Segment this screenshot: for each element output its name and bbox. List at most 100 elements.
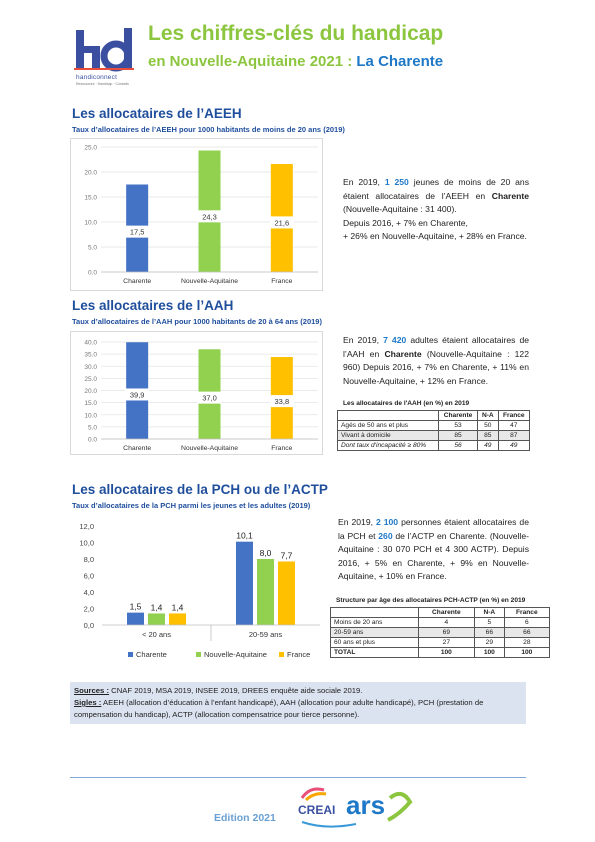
bar bbox=[236, 541, 253, 625]
data-label: 37,0 bbox=[202, 394, 217, 403]
table-cell: 5 bbox=[474, 617, 505, 628]
data-label-bg bbox=[197, 391, 222, 404]
y-tick-label: 15.0 bbox=[84, 400, 97, 407]
data-label-bg bbox=[269, 395, 294, 408]
data-label-bg bbox=[269, 216, 294, 229]
table-header-cell: France bbox=[503, 607, 551, 618]
x-tick-label: 20-59 ans bbox=[249, 630, 283, 639]
table-row: 20-59 ans 69 66 66 bbox=[330, 627, 551, 638]
y-tick-label: 15.0 bbox=[84, 195, 97, 202]
legend-label: Nouvelle-Aquitaine bbox=[204, 650, 267, 659]
table-cell: 49 bbox=[497, 440, 531, 451]
table-cell: 100 bbox=[417, 647, 476, 658]
data-label: 10,1 bbox=[236, 531, 253, 541]
y-tick-label: 0,0 bbox=[84, 621, 94, 630]
y-tick-label: 20.0 bbox=[84, 170, 97, 177]
table-row: TOTAL 100 100 100 bbox=[330, 647, 551, 658]
data-label: 24,3 bbox=[202, 212, 217, 221]
aah-chart: 0.0 5.0 10.0 15.0 20.0 25.0 30.0 35.0 40.0 39,9 Ch… bbox=[70, 331, 323, 455]
aah-section-title: Les allocataires de l’AAH bbox=[72, 298, 234, 313]
data-label: 8,0 bbox=[260, 548, 272, 558]
table-cell: 20-59 ans bbox=[330, 627, 419, 638]
table-header-cell: N-A bbox=[474, 607, 505, 618]
department-name: La Charente bbox=[356, 53, 444, 70]
pch-chart: 0,0 2,0 4,0 6,0 8,0 10,0 12,0 1,5 1,4 1,4 < 20 ans… bbox=[70, 516, 325, 666]
aeeh-chart: 0.0 5.0 10.0 15.0 20.0 25.0 17,5 Charente 24,3 No… bbox=[70, 138, 323, 291]
table-cell: Moins de 20 ans bbox=[330, 617, 419, 628]
pch-paragraph: En 2019, 2 100 personnes étaient allocat… bbox=[338, 517, 529, 581]
table-row: Dont taux d'incapacité ≥ 80% 56 49 49 bbox=[336, 440, 531, 451]
y-tick-label: 10,0 bbox=[79, 539, 94, 548]
table-cell: 4 bbox=[417, 617, 476, 628]
logo-subtext: Ressources · Handicap · Conseils bbox=[76, 82, 129, 86]
table-header-cell: Charente bbox=[417, 607, 476, 618]
data-label-bg bbox=[125, 225, 150, 238]
page-title: Les chiffres-clés du handicap bbox=[148, 22, 444, 45]
table-cell: 50 bbox=[477, 420, 499, 431]
table-row: Agés de 50 ans et plus 53 50 47 bbox=[336, 420, 531, 431]
y-tick-label: 40.0 bbox=[84, 340, 97, 347]
y-tick-label: 12,0 bbox=[79, 522, 94, 531]
table-cell: 66 bbox=[474, 627, 505, 638]
table-cell: 49 bbox=[477, 440, 499, 451]
edition-label: Edition 2021 bbox=[214, 812, 276, 824]
y-tick-label: 25.0 bbox=[84, 376, 97, 383]
legend-swatch bbox=[196, 652, 201, 657]
aah-paragraph: En 2019, 7 420 adultes étaient allocatai… bbox=[343, 335, 529, 386]
table-cell: 47 bbox=[497, 420, 531, 431]
y-tick-label: 20.0 bbox=[84, 388, 97, 395]
data-label: 1,4 bbox=[172, 602, 184, 612]
logo-text: handiconnect bbox=[76, 74, 118, 81]
table-cell: 100 bbox=[474, 647, 505, 658]
table-header-cell bbox=[336, 410, 440, 421]
legend-swatch bbox=[128, 652, 133, 657]
data-label: 21,6 bbox=[275, 218, 290, 227]
data-label: 39,9 bbox=[130, 390, 145, 399]
y-tick-label: 10.0 bbox=[84, 412, 97, 419]
legend-label: France bbox=[287, 650, 310, 659]
table-row: Vivant à domicile 85 85 87 bbox=[336, 430, 531, 441]
table-cell: 100 bbox=[503, 647, 551, 658]
table-header-cell: Charente bbox=[438, 410, 479, 421]
x-tick-label: Nouvelle-Aquitaine bbox=[181, 278, 238, 285]
bar bbox=[278, 561, 295, 625]
pch-chart-subtitle: Taux d’allocataires de la PCH parmi les … bbox=[72, 501, 311, 510]
table-cell: 66 bbox=[503, 627, 551, 638]
aah-table-title: Les allocataires de l'AAH (en %) en 2019 bbox=[343, 400, 470, 407]
creai-ars-logo: CREAI ars bbox=[298, 787, 413, 828]
table-cell: 6 bbox=[503, 617, 551, 628]
table-cell: 56 bbox=[438, 440, 479, 451]
y-tick-label: 25.0 bbox=[84, 145, 97, 152]
table-cell: TOTAL bbox=[330, 647, 419, 658]
sources-box: Sources : CNAF 2019, MSA 2019, INSEE 201… bbox=[70, 682, 526, 724]
y-tick-label: 0.0 bbox=[88, 270, 97, 277]
table-cell: 85 bbox=[438, 430, 479, 441]
y-tick-label: 0.0 bbox=[88, 437, 97, 444]
y-tick-label: 8,0 bbox=[84, 555, 94, 564]
svg-text:CREAI: CREAI bbox=[298, 803, 335, 817]
table-cell: Dont taux d'incapacité ≥ 80% bbox=[336, 440, 440, 451]
aeeh-chart-subtitle: Taux d’allocataires de l’AEEH pour 1000 … bbox=[72, 125, 345, 134]
legend-swatch bbox=[279, 652, 284, 657]
bar bbox=[169, 613, 186, 625]
data-label: 7,7 bbox=[281, 550, 293, 560]
table-cell: 29 bbox=[474, 637, 505, 648]
svg-text:ars: ars bbox=[346, 790, 385, 820]
x-tick-label: Charente bbox=[123, 278, 151, 285]
pch-table-title: Structure par âge des allocataires PCH-A… bbox=[336, 597, 526, 604]
bar bbox=[127, 612, 144, 625]
bar bbox=[148, 613, 165, 625]
table-cell: 60 ans et plus bbox=[330, 637, 419, 648]
footer-divider bbox=[70, 777, 526, 778]
table-cell: Agés de 50 ans et plus bbox=[336, 420, 440, 431]
pch-table: Charente N-A France Moins de 20 ans 4 5 6 20-59… bbox=[330, 607, 551, 658]
data-label-bg bbox=[125, 388, 150, 401]
table-header-cell: France bbox=[497, 410, 531, 421]
x-tick-label: Nouvelle-Aquitaine bbox=[181, 445, 238, 452]
table-cell: 27 bbox=[417, 637, 476, 648]
x-tick-label: < 20 ans bbox=[142, 630, 171, 639]
bar bbox=[257, 559, 274, 625]
data-label: 1,5 bbox=[130, 602, 142, 612]
table-cell: 28 bbox=[503, 637, 551, 648]
data-label: 33,8 bbox=[275, 397, 290, 406]
